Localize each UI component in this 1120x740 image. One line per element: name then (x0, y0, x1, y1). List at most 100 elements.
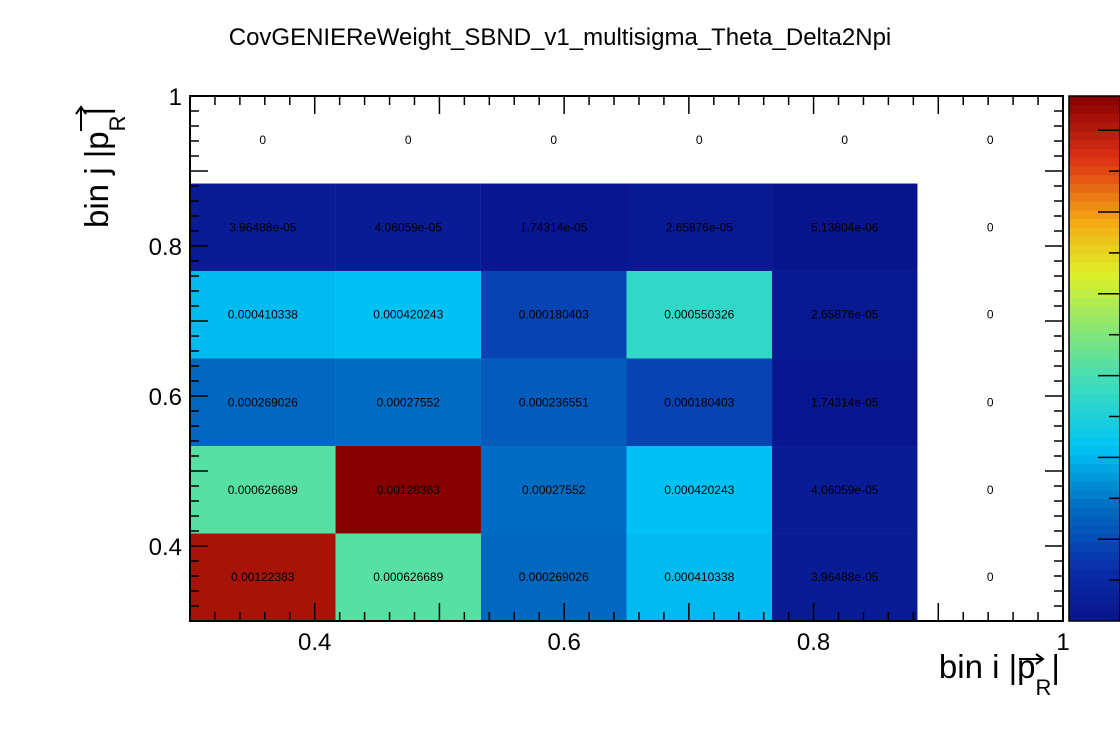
colorbar-segment (1069, 253, 1120, 263)
colorbar-segment (1069, 375, 1120, 386)
heatmap-cell (480, 358, 627, 447)
x-tick-label: 0.8 (797, 629, 830, 656)
colorbar-segment (1069, 463, 1120, 473)
heatmap-cell (190, 270, 336, 359)
heatmap-cell (480, 533, 627, 621)
cell-value-label: 0 (987, 133, 994, 147)
cell-value-label: 3.96488e-05 (811, 570, 879, 584)
colorbar-segment (1069, 244, 1120, 254)
y-tick-label: 0.4 (149, 534, 182, 561)
colorbar-segment (1069, 270, 1120, 281)
colorbar-segment (1069, 174, 1120, 184)
colorbar-segment (1069, 533, 1120, 543)
cell-value-label: 3.96488e-05 (229, 220, 297, 234)
cell-value-label: 0 (987, 570, 994, 584)
cell-value-label: 0.000180403 (519, 308, 589, 322)
heatmap-cell (190, 446, 336, 534)
colorbar-segment (1069, 568, 1120, 578)
colorbar-segment (1069, 366, 1120, 377)
y-tick-label: 0.6 (149, 384, 182, 411)
cell-value-label: 0 (550, 133, 557, 147)
colorbar-segment (1069, 401, 1120, 412)
cell-value-label: 0.00027552 (377, 395, 441, 409)
svg-text:bin i |pR|: bin i |pR| (939, 648, 1060, 700)
y-axis-label-symbol: p (78, 131, 115, 149)
cell-value-label: 2.65876e-05 (666, 220, 734, 234)
colorbar-segment (1069, 209, 1120, 219)
heatmap-cell (335, 183, 481, 271)
cell-value-label: 0 (987, 395, 994, 409)
x-axis-label-prefix: bin i | (939, 648, 1017, 685)
colorbar-segment (1069, 305, 1120, 316)
colorbar-segment (1069, 576, 1120, 587)
heatmap-cell (626, 270, 773, 359)
cell-value-label: 2.65876e-05 (811, 308, 879, 322)
heatmap-cell (335, 270, 481, 359)
colorbar-segment (1069, 480, 1120, 491)
colorbar-segment (1069, 165, 1120, 176)
colorbar-segment (1069, 218, 1120, 228)
colorbar-segment (1069, 436, 1120, 447)
colorbar-segment (1069, 191, 1120, 202)
colorbar-segment (1069, 611, 1120, 622)
y-axis-vector-arrow (75, 105, 87, 131)
heatmap-cell (190, 358, 336, 447)
heatmap-cell (772, 358, 918, 447)
cell-value-label: 0.000180403 (664, 395, 734, 409)
colorbar-segment (1069, 515, 1120, 526)
heatmap-cell (335, 446, 481, 534)
colorbar-segment (1069, 594, 1120, 604)
y-axis-label-subscript: R (105, 115, 130, 131)
cell-value-label: 0.00122383 (231, 570, 295, 584)
colorbar-segment (1069, 130, 1120, 141)
heatmap-cell (335, 358, 481, 447)
x-axis-label: bin i |pR| (939, 648, 1060, 700)
cell-value-label: 0 (987, 220, 994, 234)
heatmap-cell-labels: 0.00122383 0.000626689 0.000269026 0.000410… (228, 133, 994, 584)
colorbar-segment (1069, 279, 1120, 289)
colorbar-segment (1069, 296, 1120, 307)
cell-value-label: 0.000626689 (228, 483, 298, 497)
colorbar-segment (1069, 393, 1120, 403)
cell-value-label: 4.06059e-05 (375, 220, 443, 234)
cell-value-label: 0 (987, 308, 994, 322)
heatmap-cell (190, 533, 336, 621)
colorbar-segment (1069, 139, 1120, 149)
colorbar-segment (1069, 489, 1120, 499)
colorbar-segment (1069, 454, 1120, 464)
colorbar-segment (1069, 550, 1120, 561)
colorbar-segment (1069, 603, 1120, 613)
y-axis-label-prefix: bin j | (78, 150, 115, 228)
heatmap-cell (626, 533, 773, 621)
colorbar-segment (1069, 445, 1120, 456)
heatmap-cell (480, 183, 627, 271)
heatmap-cell (626, 446, 773, 534)
svg-text:bin j |pR|: bin j |pR| (78, 107, 130, 228)
cell-value-label: 4.06059e-05 (811, 483, 879, 497)
cell-value-label: 0.000626689 (373, 570, 443, 584)
y-tick-label: 1 (169, 84, 182, 111)
cell-value-label: 0.00128363 (377, 483, 441, 497)
colorbar-segment (1069, 104, 1120, 114)
cell-value-label: 0 (841, 133, 848, 147)
colorbar-segment (1069, 95, 1120, 106)
heatmap-cell (335, 533, 481, 621)
colorbar-segment (1069, 288, 1120, 298)
y-axis-label: bin j |pR| (75, 105, 130, 228)
cell-value-label: 0.000269026 (228, 395, 298, 409)
cell-value-label: 0 (696, 133, 703, 147)
cell-value-label: 1.74314e-05 (520, 220, 588, 234)
colorbar-segment (1069, 559, 1120, 569)
cell-value-label: 0.000410338 (228, 308, 298, 322)
colorbar-segment (1069, 314, 1120, 324)
colorbar-segment (1069, 323, 1120, 333)
colorbar-segment (1069, 498, 1120, 508)
plot-axes: 0.4 0.6 0.8 1 0.4 0.6 0.8 1 (149, 84, 1070, 656)
cell-value-label: 5.13804e-06 (811, 220, 879, 234)
colorbar-segment (1069, 113, 1120, 123)
heatmap-cell (772, 183, 918, 271)
colorbar-segment (1069, 506, 1120, 517)
plot-frame (189, 95, 1064, 622)
cell-value-label: 0.000420243 (373, 308, 443, 322)
